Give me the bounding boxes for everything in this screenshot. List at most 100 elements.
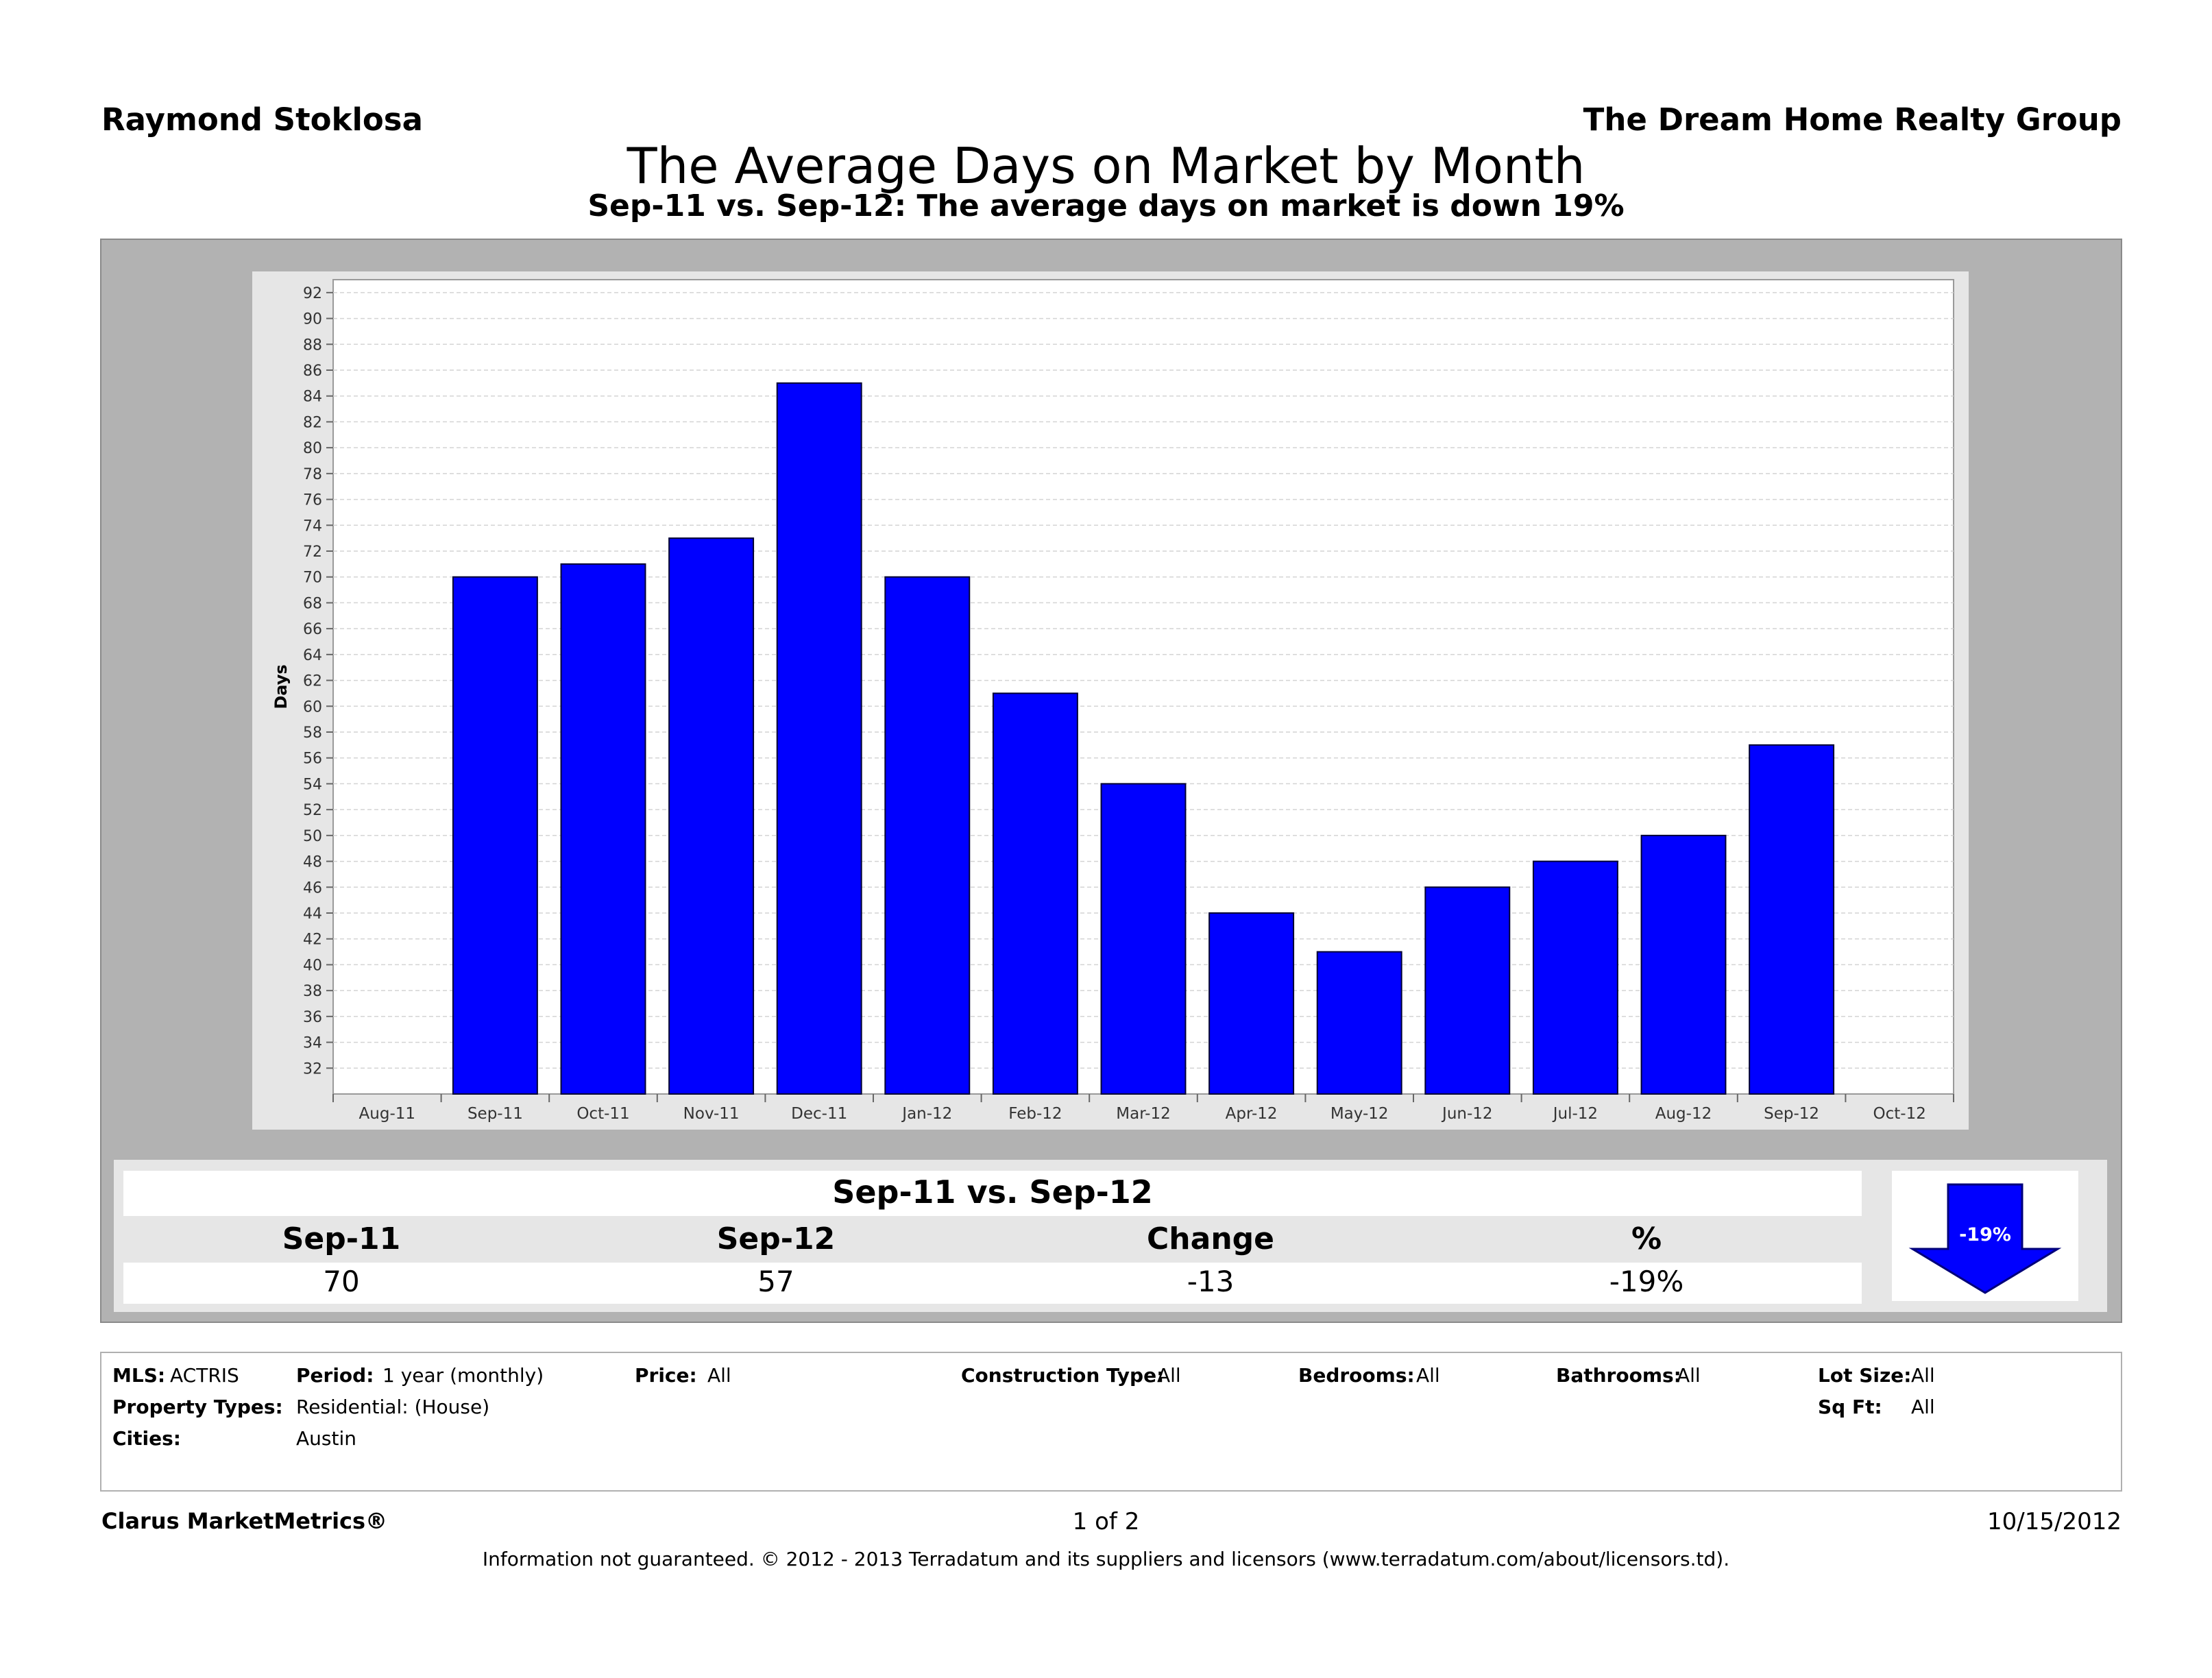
page-number: 1 of 2 (1072, 1508, 1140, 1535)
x-tick-label: Aug-11 (359, 1105, 415, 1123)
comparison-header-change: Change (1147, 1221, 1274, 1256)
y-tick-label: 36 (303, 1009, 322, 1026)
y-tick-label: 56 (303, 751, 322, 768)
comparison-value-change: -13 (1187, 1265, 1235, 1298)
y-axis-label: Days (271, 664, 291, 709)
down-arrow-icon: -19% (1908, 1183, 2062, 1294)
y-tick-label: 64 (303, 647, 322, 664)
y-tick-label: 66 (303, 621, 322, 638)
filter-info-panel (100, 1352, 2122, 1492)
price-label: Price: (635, 1364, 697, 1387)
y-tick-label: 78 (303, 466, 322, 483)
comparison-value-percent: -19% (1609, 1265, 1684, 1298)
y-tick-label: 76 (303, 492, 322, 509)
period-label: Period: (296, 1364, 374, 1387)
lot-size-label: Lot Size: (1818, 1364, 1912, 1387)
cities-label: Cities: (112, 1427, 181, 1450)
disclaimer: Information not guaranteed. © 2012 - 201… (482, 1548, 1730, 1570)
y-tick-label: 48 (303, 854, 322, 871)
y-tick-label: 32 (303, 1060, 322, 1078)
bar-nov-11 (668, 537, 755, 1095)
sq-ft-label: Sq Ft: (1818, 1396, 1882, 1418)
footer-brand: Clarus MarketMetrics® (101, 1508, 388, 1534)
bar-apr-12 (1208, 912, 1295, 1095)
bar-jul-12 (1532, 860, 1618, 1095)
comparison-values-bar (123, 1263, 1862, 1304)
y-tick-label: 72 (303, 544, 322, 561)
lot-size-value: All (1911, 1364, 1935, 1387)
y-tick-label: 90 (303, 311, 322, 328)
period-value: 1 year (monthly) (382, 1364, 544, 1387)
y-tick-label: 88 (303, 337, 322, 354)
company-name: The Dream Home Realty Group (1583, 101, 2122, 138)
x-tick-label: Aug-12 (1655, 1105, 1712, 1123)
comparison-value-end: 57 (757, 1265, 794, 1298)
bathrooms-value: All (1677, 1364, 1701, 1387)
x-tick-label: Jan-12 (901, 1105, 952, 1123)
x-tick-label: Apr-12 (1226, 1105, 1278, 1123)
x-tick-label: Oct-12 (1873, 1105, 1926, 1123)
property-types-value: Residential: (House) (296, 1396, 490, 1418)
x-tick-label: Mar-12 (1116, 1105, 1171, 1123)
y-tick-label: 38 (303, 983, 322, 1000)
y-tick-label: 44 (303, 905, 322, 923)
price-value: All (707, 1364, 731, 1387)
x-tick-label: Jul-12 (1552, 1105, 1598, 1123)
y-tick-label: 70 (303, 570, 322, 587)
y-tick-label: 92 (303, 285, 322, 302)
y-tick-label: 80 (303, 440, 322, 457)
x-tick-label: May-12 (1330, 1105, 1389, 1123)
x-tick-label: Dec-11 (791, 1105, 847, 1123)
comparison-title: Sep-11 vs. Sep-12 (832, 1174, 1153, 1211)
y-tick-label: 86 (303, 363, 322, 380)
comparison-value-start: 70 (323, 1265, 360, 1298)
trend-arrow-box: -19% (1892, 1171, 2078, 1301)
x-tick-label: Nov-11 (683, 1105, 740, 1123)
agent-name: Raymond Stoklosa (101, 101, 423, 138)
construction-type-label: Construction Type: (961, 1364, 1165, 1387)
bar-aug-12 (1640, 834, 1727, 1095)
comparison-header-percent: % (1631, 1221, 1662, 1256)
y-tick-label: 60 (303, 698, 322, 716)
mls-label: MLS: (112, 1364, 166, 1387)
y-tick-label: 46 (303, 879, 322, 897)
comparison-title-bar (123, 1171, 1862, 1216)
y-tick-label: 68 (303, 595, 322, 612)
y-tick-label: 52 (303, 802, 322, 819)
bar-jan-12 (884, 576, 971, 1095)
trend-badge-label: -19% (1959, 1224, 2011, 1245)
bar-jun-12 (1424, 886, 1511, 1095)
sq-ft-value: All (1911, 1396, 1935, 1418)
bathrooms-label: Bathrooms: (1556, 1364, 1681, 1387)
construction-type-value: All (1157, 1364, 1181, 1387)
comparison-header-start: Sep-11 (282, 1221, 401, 1256)
y-tick-label: 50 (303, 828, 322, 845)
x-tick-label: Jun-12 (1441, 1105, 1493, 1123)
y-tick-label: 42 (303, 932, 322, 949)
bar-may-12 (1316, 951, 1402, 1095)
y-tick-label: 34 (303, 1035, 322, 1052)
bedrooms-value: All (1416, 1364, 1440, 1387)
x-tick-label: Oct-11 (576, 1105, 629, 1123)
bar-oct-11 (560, 563, 646, 1095)
cities-value: Austin (296, 1427, 356, 1450)
bar-feb-12 (992, 692, 1078, 1095)
chart-subtitle: Sep-11 vs. Sep-12: The average days on m… (587, 189, 1625, 223)
y-tick-label: 74 (303, 518, 322, 535)
report-date: 10/15/2012 (1987, 1508, 2122, 1535)
bar-sep-11 (452, 576, 538, 1095)
y-tick-label: 58 (303, 725, 322, 742)
y-tick-label: 84 (303, 389, 322, 406)
comparison-header-end: Sep-12 (716, 1221, 836, 1256)
property-types-label: Property Types: (112, 1396, 283, 1418)
bedrooms-label: Bedrooms: (1298, 1364, 1415, 1387)
x-tick-label: Sep-12 (1764, 1105, 1819, 1123)
x-tick-label: Sep-11 (467, 1105, 523, 1123)
chart-title: The Average Days on Market by Month (627, 137, 1585, 195)
bar-mar-12 (1100, 783, 1187, 1095)
y-tick-label: 54 (303, 776, 322, 793)
x-tick-label: Feb-12 (1008, 1105, 1062, 1123)
mls-value: ACTRIS (170, 1364, 239, 1387)
y-tick-label: 82 (303, 414, 322, 431)
bar-dec-11 (776, 382, 862, 1095)
